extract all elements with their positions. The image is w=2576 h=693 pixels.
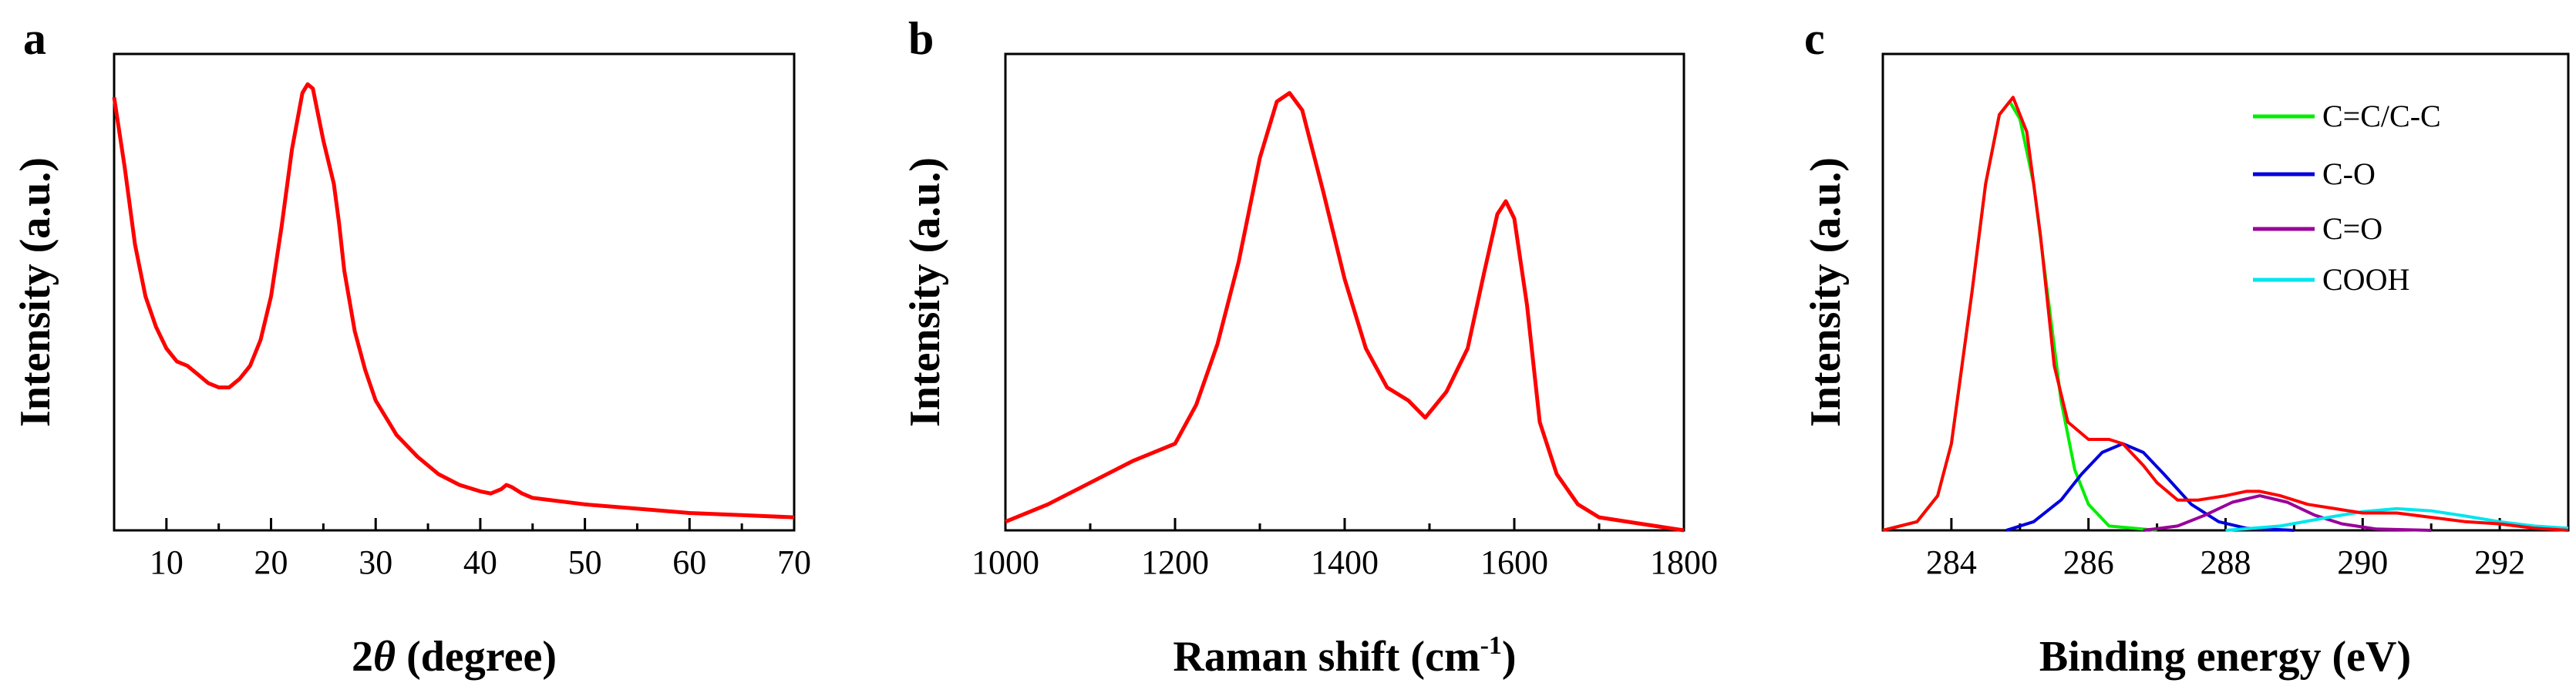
panel-a-frame [113, 52, 796, 532]
panel-a-xtick-label: 40 [463, 543, 497, 581]
c-c-component-curve [1882, 99, 2157, 532]
panel-b-xtick-label: 1600 [1480, 543, 1548, 581]
c-double-o-component-curve [2143, 494, 2432, 532]
panel-a-xlabel: 2θ (degree) [352, 633, 557, 681]
total-fit-curve [1882, 96, 2569, 532]
panel-a-ticks: 10 20 30 40 50 60 70 [113, 518, 811, 581]
panel-a-xlabel-main: 2 [352, 633, 373, 681]
panel-b-xtick-label: 1800 [1650, 543, 1718, 581]
panel-b-xlabel-close: ) [1502, 633, 1517, 681]
panel-c-xlabel: Binding energy (eV) [2039, 633, 2411, 681]
panel-b-ylabel: Intensity (a.u.) [901, 157, 949, 427]
legend-label-c-c: C=C/C-C [2322, 99, 2441, 133]
legend-label-c-double-o: C=O [2322, 211, 2382, 246]
panel-a-xtick-label: 20 [254, 543, 288, 581]
panel-c-xtick-label: 284 [1926, 543, 1977, 581]
panel-c-xtick-label: 288 [2201, 543, 2251, 581]
panel-a-xlabel-var: θ [373, 633, 396, 681]
legend: C=C/C-C C-O C=O COOH [2253, 99, 2441, 297]
panel-c-ticks: 284 286 288 290 292 [1881, 518, 2570, 581]
panel-b-xlabel: Raman shift (cm-1) [1173, 631, 1516, 681]
xrd-curve [112, 82, 795, 520]
panel-letter-b: b [908, 13, 934, 64]
panel-c-xtick-label: 290 [2337, 543, 2388, 581]
panel-b-xtick-label: 1400 [1311, 543, 1379, 581]
panel-c-xtick-label: 286 [2063, 543, 2114, 581]
panel-letter-a: a [23, 13, 46, 64]
c-o-component-curve [2005, 442, 2295, 532]
panel-b-xlabel-main: Raman shift (cm [1173, 633, 1480, 681]
panel-c: c 284 286 288 290 292 C=C/C-C C-O C=O COOH I… [1802, 13, 2570, 681]
panel-c-xtick-label: 292 [2474, 543, 2525, 581]
legend-label-c-o: C-O [2322, 156, 2376, 191]
panel-a-xtick-label: 10 [150, 543, 184, 581]
panel-b-ticks: 1000 1200 1400 1600 1800 [971, 518, 1718, 581]
panel-letter-c: c [1804, 13, 1825, 64]
panel-a: a 10 20 30 40 50 60 70 Intensity (a.u.) 2θ (de… [12, 13, 811, 681]
panel-c-frame [1881, 52, 2570, 532]
panel-a-xtick-label: 50 [568, 543, 602, 581]
panel-a-xlabel-rest: (degree) [396, 633, 557, 681]
panel-b: b 1000 1200 1400 1600 1800 Intensity (a.u.) … [901, 13, 1718, 681]
panel-b-frame [1004, 52, 1685, 532]
panel-a-xtick-label: 60 [672, 543, 706, 581]
raman-curve [1005, 91, 1685, 533]
cooh-component-curve [2225, 506, 2569, 532]
panel-a-xtick-label: 70 [777, 543, 811, 581]
legend-label-cooh: COOH [2322, 262, 2409, 297]
panel-a-ylabel: Intensity (a.u.) [12, 157, 59, 427]
panel-b-xlabel-sup: -1 [1480, 631, 1502, 660]
panel-b-xtick-label: 1200 [1141, 543, 1209, 581]
panel-c-ylabel: Intensity (a.u.) [1802, 157, 1850, 427]
panel-b-xtick-label: 1000 [971, 543, 1039, 581]
panel-a-xtick-label: 30 [359, 543, 392, 581]
